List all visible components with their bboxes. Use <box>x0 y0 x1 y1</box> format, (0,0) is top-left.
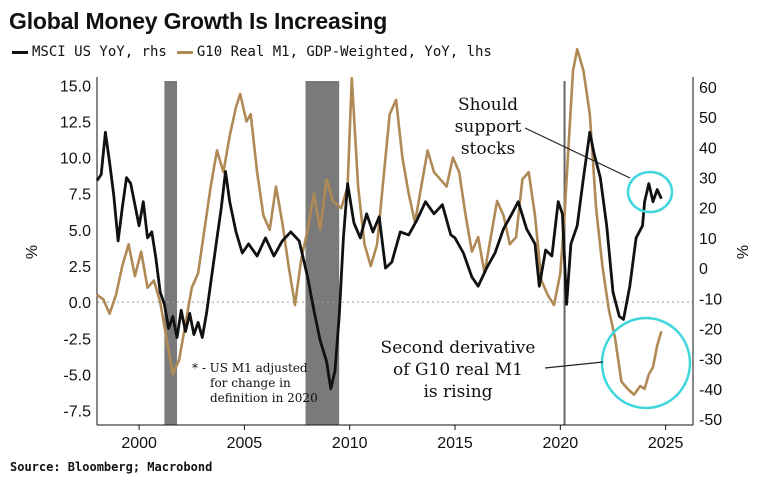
x-tick-0: 2000 <box>121 435 157 452</box>
annotation-m1-line-2: is rising <box>423 382 492 402</box>
recession-band-1 <box>305 81 340 425</box>
annotation-footnote-line-0: * - US M1 adjusted <box>192 361 308 375</box>
recession-band-0 <box>164 81 178 425</box>
annotation-m1-line-0: Second derivative <box>381 338 536 358</box>
annotation-arrow-stocks <box>524 127 631 179</box>
y-left-tick-9: -7.5 <box>63 404 91 421</box>
y-right-tick-6: 0 <box>699 261 708 278</box>
annotation-stocks-line-2: stocks <box>461 139 515 159</box>
highlight-circle-m1 <box>600 316 692 410</box>
annotation-footnote-line-2: definition in 2020 <box>210 391 318 405</box>
annotation-stocks-line-0: Should <box>458 95 518 115</box>
y-left-tick-5: 2.5 <box>69 259 91 276</box>
y-left-tick-8: -5.0 <box>63 367 91 384</box>
series-line-g10-real-m1 <box>96 47 663 396</box>
y-left-unit: % <box>24 245 41 259</box>
y-right-tick-1: 50 <box>699 110 717 127</box>
x-tick-1: 2005 <box>227 435 263 452</box>
annotation-m1-line-1: of G10 real M1 <box>393 360 523 380</box>
y-right-tick-2: 40 <box>699 140 717 157</box>
y-right-tick-8: -20 <box>699 321 722 338</box>
y-left-tick-6: 0.0 <box>69 295 91 312</box>
y-right-tick-4: 20 <box>699 201 717 218</box>
legend-item-m1: G10 Real M1, GDP-Weighted, YoY, lhs <box>176 44 492 60</box>
legend-swatch-msci <box>12 50 28 54</box>
chart-legend: MSCI US YoY, rhs G10 Real M1, GDP-Weight… <box>12 44 502 60</box>
y-left-tick-3: 7.5 <box>69 187 91 204</box>
y-left-tick-2: 10.0 <box>60 151 91 168</box>
y-right-tick-10: -40 <box>699 382 722 399</box>
source-note: Source: Bloomberg; Macrobond <box>10 460 213 474</box>
y-right-tick-9: -30 <box>699 352 722 369</box>
y-right-tick-7: -10 <box>699 291 722 308</box>
y-right-tick-3: 30 <box>699 171 717 188</box>
legend-swatch-m1 <box>176 50 193 54</box>
legend-label-m1: G10 Real M1, GDP-Weighted, YoY, lhs <box>196 44 492 60</box>
x-tick-5: 2025 <box>648 435 684 452</box>
y-right-tick-11: -50 <box>699 412 722 429</box>
x-tick-4: 2020 <box>543 435 579 452</box>
legend-label-msci: MSCI US YoY, rhs <box>32 44 167 60</box>
annotation-stocks-line-1: support <box>455 117 522 137</box>
highlight-circle-stocks <box>626 170 674 214</box>
y-left-tick-7: -2.5 <box>63 331 91 348</box>
y-right-unit: % <box>735 245 752 259</box>
y-right-tick-5: 10 <box>699 231 717 248</box>
y-left-tick-0: 15.0 <box>60 78 91 95</box>
chart-title: Global Money Growth Is Increasing <box>9 8 388 34</box>
legend-item-msci: MSCI US YoY, rhs <box>12 44 167 60</box>
annotation-footnote-line-1: for change in <box>210 376 291 390</box>
annotation-arrow-m1 <box>544 361 604 369</box>
y-left-tick-1: 12.5 <box>60 114 91 131</box>
y-left-tick-4: 5.0 <box>69 223 91 240</box>
y-right-tick-0: 60 <box>699 80 717 97</box>
x-tick-2: 2010 <box>332 435 368 452</box>
x-tick-3: 2015 <box>437 435 473 452</box>
series-line-msci-us <box>95 130 663 391</box>
